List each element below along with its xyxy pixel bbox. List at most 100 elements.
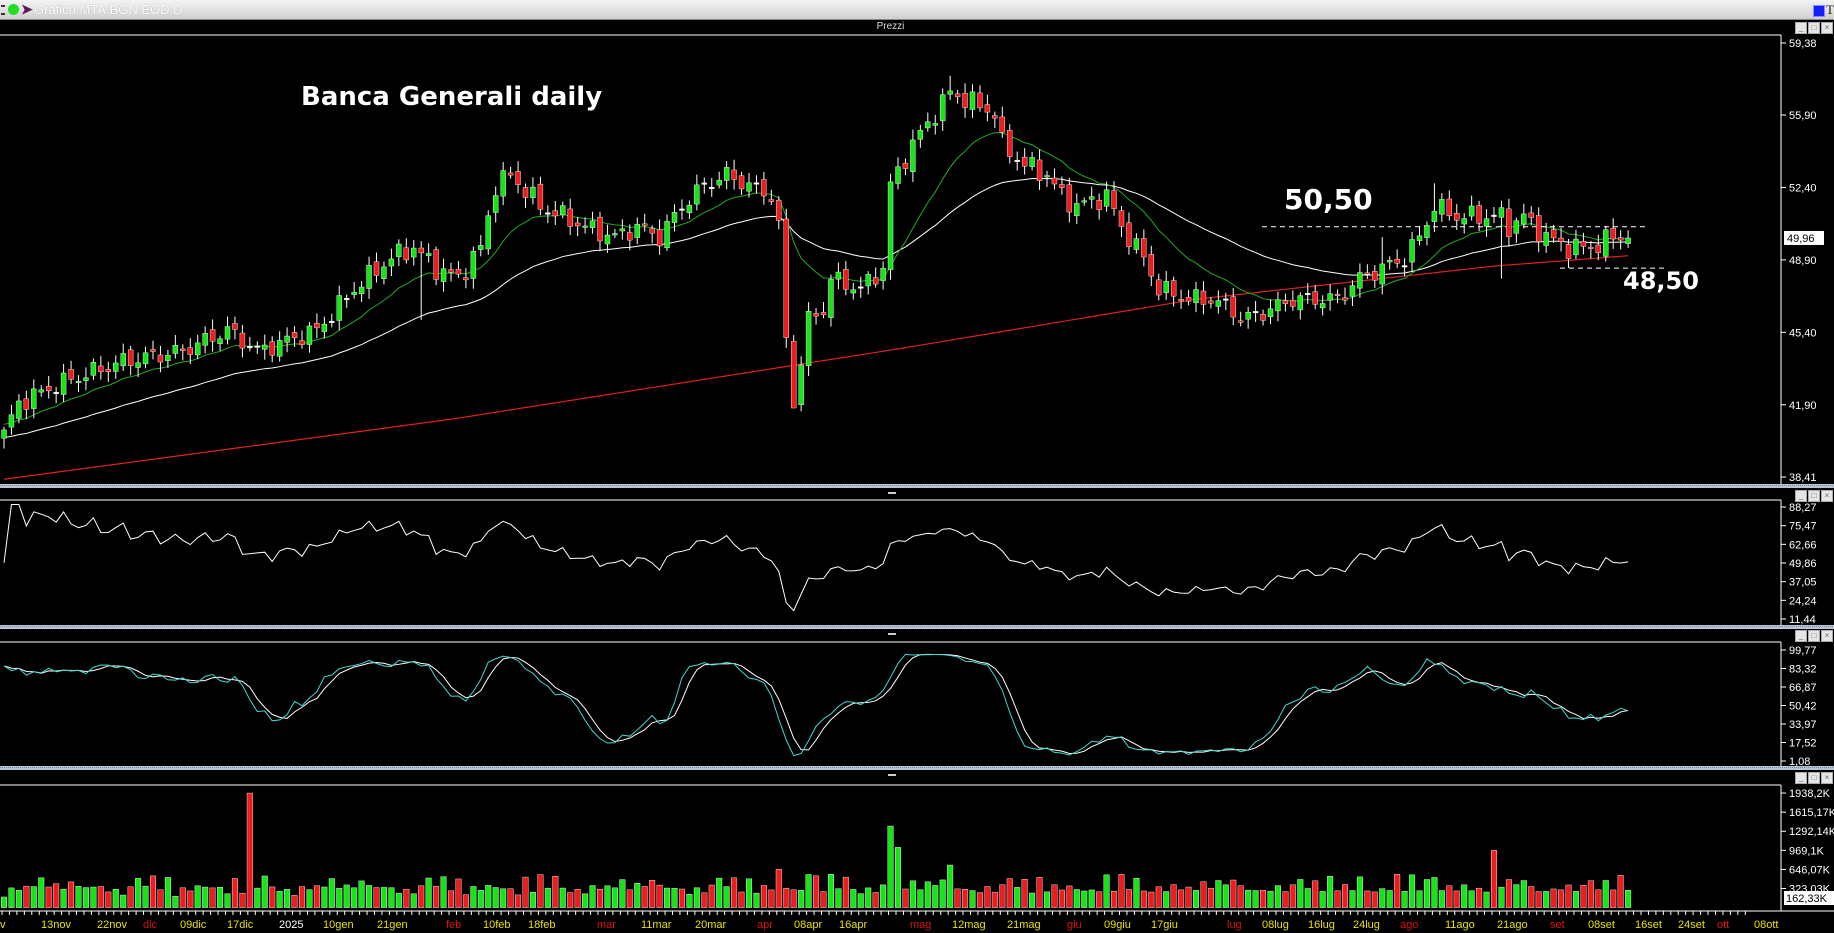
volume-bar [567,892,574,908]
volume-bar [582,893,589,908]
stoch-tick-label: 83,32 [1789,664,1817,676]
candle [537,176,544,216]
close-icon[interactable]: × [1821,490,1833,502]
volume-bar [1446,885,1453,908]
close-icon[interactable]: × [1821,630,1833,642]
close-icon[interactable]: × [1821,22,1833,34]
x-axis-label: 21mag [1007,919,1041,931]
candle-body [850,289,856,294]
close-icon[interactable]: × [1821,772,1833,784]
candle-body [418,247,424,254]
candle [828,274,834,327]
candle-body [1424,225,1430,238]
candle [1014,151,1020,171]
candle [75,375,82,393]
candle-body [1282,300,1289,304]
maximize-icon[interactable]: □ [1808,490,1820,502]
volume-bar [1543,891,1550,908]
volume-bar [485,885,492,908]
minimize-icon[interactable]: _ [1795,772,1807,784]
candle-body [582,225,588,228]
candle-body [1327,293,1333,301]
candle [105,361,112,383]
volume-bar [358,880,365,908]
volume-bar [8,887,15,908]
maximize-icon[interactable]: □ [1808,630,1820,642]
volume-bar [969,890,976,908]
candle [299,330,305,349]
candle-body [589,220,596,228]
volume-bar [693,887,700,908]
volume-bar [254,887,261,908]
volume-bar [813,875,820,908]
candle-body [977,92,983,109]
candle-body [68,369,74,380]
candle-body [992,115,998,119]
stoch-d-line [3,653,1629,754]
volume-bar [239,892,246,908]
volume-bar [1222,884,1229,908]
candle [634,217,640,245]
candle-body [1446,198,1453,216]
candle [597,211,603,252]
minimize-icon[interactable]: _ [1795,490,1807,502]
color-swatch-icon[interactable] [1813,5,1825,17]
candle-body [38,389,44,393]
candle-body [1081,200,1087,203]
stoch-tick-label: 33,97 [1789,719,1817,731]
volume-bar [1558,889,1565,908]
candle [612,228,618,238]
volume-bar [373,887,380,908]
menu-grip-icon[interactable] [1,5,5,15]
candle-body [150,349,156,352]
minimize-icon[interactable]: _ [1795,630,1807,642]
volume-bar [731,877,738,908]
candle-body [805,311,812,366]
candle [1141,229,1147,267]
text-tool-icon[interactable]: T [1826,2,1834,17]
volume-bar [1297,879,1304,908]
volume-bar [425,877,432,908]
volume-bar [597,889,604,908]
candle-body [1401,265,1408,268]
pane-drag-handle-icon[interactable] [888,492,896,494]
candle-body [1007,130,1013,157]
maximize-icon[interactable]: □ [1808,22,1820,34]
candle-body [1535,215,1542,243]
candle [1588,240,1594,259]
volume-bar [90,886,97,908]
candle-body [403,247,409,261]
candle [664,214,670,251]
candle [761,172,767,205]
pane-drag-handle-icon[interactable] [888,633,896,635]
volume-bar [760,885,767,908]
x-axis-label: 16lug [1308,919,1335,931]
maximize-icon[interactable]: □ [1808,772,1820,784]
pane-title: Prezzi [876,21,905,32]
volume-bar [924,881,931,908]
pane-drag-handle-icon[interactable] [888,774,896,776]
candle-body [306,325,313,345]
candle-body [1141,238,1147,258]
volume-bar [313,885,320,908]
candle-body [1342,297,1348,301]
play-arrow-icon[interactable]: ➤ [21,1,33,17]
volume-bar [1423,879,1430,908]
volume-bar [1,896,7,908]
candle-body [604,234,611,245]
minimize-icon[interactable]: _ [1795,22,1807,34]
candle [545,205,551,224]
window-title: Grafico MTA.BGN EOD D [34,2,183,17]
last-price-box [1784,230,1824,245]
pane-header [0,629,1795,640]
candle-body [142,352,149,365]
volume-bar [105,891,112,908]
candle [1550,224,1557,243]
candle [1483,209,1490,237]
candle [902,158,909,176]
candle [120,343,126,371]
x-axis-label: set [1550,919,1565,931]
volume-bar [120,894,127,908]
volume-bar [82,887,89,908]
